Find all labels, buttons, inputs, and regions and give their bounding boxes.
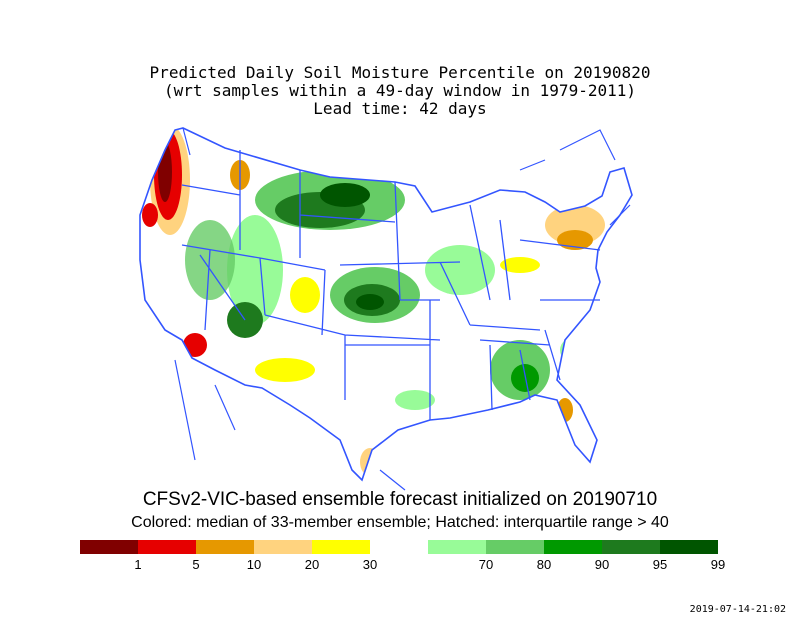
legend-tick-label: 95 — [652, 557, 668, 572]
legend-swatch — [544, 540, 602, 554]
map-title-line-1: Predicted Daily Soil Moisture Percentile… — [149, 63, 651, 82]
coastline-fragments — [174, 127, 631, 491]
legend-tick-label: 5 — [192, 557, 200, 572]
legend-swatch — [602, 540, 660, 554]
legend-tick-label: 70 — [478, 557, 494, 572]
legend-swatch — [312, 540, 370, 554]
caption-line-1: CFSv2-VIC-based ensemble forecast initia… — [142, 489, 658, 510]
map-title-line-2: (wrt samples within a 49-day window in 1… — [163, 81, 636, 100]
map-title-line-3: Lead time: 42 days — [313, 99, 487, 118]
legend-swatch — [486, 540, 544, 554]
legend-swatch — [138, 540, 196, 554]
moisture-field — [140, 128, 632, 480]
legend-tick-label: 90 — [594, 557, 610, 572]
legend-tick-label: 10 — [246, 557, 262, 572]
legend-swatch — [254, 540, 312, 554]
legend-swatch — [428, 540, 486, 554]
state-boundaries — [181, 150, 601, 420]
caption-line-2: Colored: median of 33-member ensemble; H… — [131, 514, 669, 531]
legend-swatch — [80, 540, 138, 554]
legend-swatch — [660, 540, 718, 554]
legend-tick-label: 80 — [536, 557, 552, 572]
legend-tick-label: 99 — [710, 557, 726, 572]
legend-tick-label: 1 — [134, 557, 142, 572]
legend-tick-label: 20 — [304, 557, 320, 572]
legend-tick-label: 30 — [362, 557, 378, 572]
timestamp: 2019-07-14-21:02 — [689, 604, 786, 615]
legend-swatch — [196, 540, 254, 554]
legend-swatch — [370, 540, 428, 554]
